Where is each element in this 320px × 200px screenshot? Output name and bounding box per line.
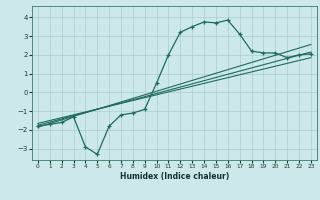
X-axis label: Humidex (Indice chaleur): Humidex (Indice chaleur) (120, 172, 229, 181)
